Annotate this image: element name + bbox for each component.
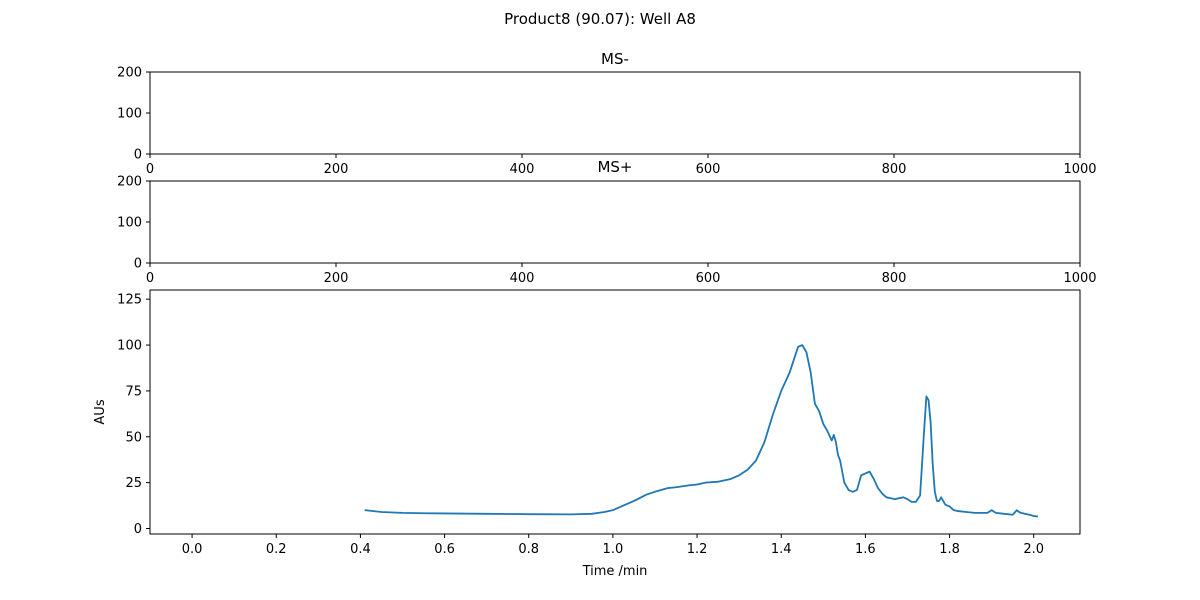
ms-minus-x-tick-label: 800 <box>882 162 907 177</box>
uv-x-tick-label: 0.4 <box>350 542 371 557</box>
ms-minus-x-tick-label: 400 <box>510 162 535 177</box>
ms-minus-x-tick-label: 600 <box>696 162 721 177</box>
ms-plus-x-tick-label: 1000 <box>1063 271 1096 286</box>
uv-x-tick-label: 1.6 <box>855 542 876 557</box>
uv-y-tick-label: 125 <box>117 293 142 308</box>
uv-x-tick-label: 1.8 <box>939 542 960 557</box>
ms-minus-y-tick-label: 100 <box>117 107 142 122</box>
uv-ticks: 0.0 0.2 0.4 0.6 0.8 1.0 1.2 1.4 1.6 1.8 2.0 0 25 50 75… <box>117 293 1044 557</box>
uv-x-tick-label: 0.8 <box>518 542 539 557</box>
ms-minus-ticks: 0 200 400 600 800 1000 0 100 200 <box>117 66 1096 178</box>
uv-series-line <box>364 344 1039 518</box>
uv-x-tick-label: 1.0 <box>603 542 624 557</box>
uv-x-tick-label: 1.4 <box>771 542 792 557</box>
ms-plus-x-tick-label: 800 <box>882 271 907 286</box>
ms-plus-y-tick-label: 200 <box>117 175 142 190</box>
uv-plot-area <box>149 289 1081 535</box>
ms-minus-y-tick-label: 0 <box>134 148 142 163</box>
uv-y-tick-label: 25 <box>125 476 142 491</box>
ms-minus-panel: MS- 0 200 400 600 800 1000 0 100 200 <box>117 50 1096 177</box>
ms-plus-x-tick-label: 200 <box>324 271 349 286</box>
uv-y-tick-label: 100 <box>117 339 142 354</box>
uv-y-axis-label: AUs <box>93 399 108 424</box>
ms-minus-x-tick-label: 1000 <box>1063 162 1096 177</box>
ms-plus-ticks: 0 200 400 600 800 1000 0 100 200 <box>117 175 1096 287</box>
ms-plus-x-tick-label: 0 <box>146 271 154 286</box>
ms-minus-title: MS- <box>601 50 629 68</box>
ms-plus-x-tick-label: 400 <box>510 271 535 286</box>
ms-plus-y-tick-label: 0 <box>134 257 142 272</box>
uv-x-tick-label: 0.6 <box>434 542 455 557</box>
ms-plus-title: MS+ <box>597 158 632 176</box>
uv-y-tick-label: 50 <box>125 430 142 445</box>
ms-plus-y-tick-label: 100 <box>117 216 142 231</box>
uv-y-tick-label: 75 <box>125 384 142 399</box>
ms-minus-x-tick-label: 200 <box>324 162 349 177</box>
ms-plus-panel: MS+ 0 200 400 600 800 1000 0 100 200 <box>117 158 1096 286</box>
ms-plus-x-tick-label: 600 <box>696 271 721 286</box>
uv-x-tick-label: 1.2 <box>687 542 708 557</box>
uv-x-axis-label: Time /min <box>582 564 648 579</box>
ms-minus-plot-area <box>149 71 1081 155</box>
uv-chromatogram-panel: 0.0 0.2 0.4 0.6 0.8 1.0 1.2 1.4 1.6 1.8 2.0 0 25 50 75… <box>93 289 1081 579</box>
ms-plus-plot-area <box>149 180 1081 264</box>
ms-minus-y-tick-label: 200 <box>117 66 142 81</box>
uv-x-tick-label: 0.0 <box>182 542 203 557</box>
uv-y-tick-label: 0 <box>134 522 142 537</box>
figure-title: Product8 (90.07): Well A8 <box>504 10 696 28</box>
ms-minus-x-tick-label: 0 <box>146 162 154 177</box>
uv-x-tick-label: 2.0 <box>1023 542 1044 557</box>
uv-x-tick-label: 0.2 <box>266 542 287 557</box>
